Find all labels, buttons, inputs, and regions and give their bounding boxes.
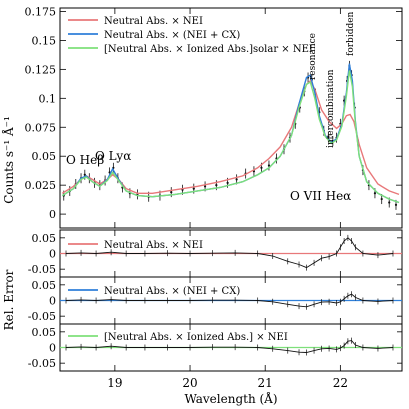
main-ytick-label-1: 0.025	[25, 179, 57, 192]
legend: Neutral Abs. × NEI Neutral Abs. × (NEI +…	[68, 16, 313, 55]
observed-point-23	[235, 178, 238, 181]
annotation-resonance: resonance	[308, 33, 318, 80]
observed-point-39	[327, 135, 330, 138]
xtick-label-1: 20	[182, 376, 197, 390]
observed-point-17	[170, 191, 173, 194]
y-axis-label-main: Counts s⁻¹ Å⁻¹	[1, 116, 16, 204]
residual-content: 0.05 0 -0.05 0.05 0 -0.05 0.05 0 -0.05	[28, 232, 402, 370]
annotation-forbidden: forbidden	[346, 11, 356, 56]
legend-label-ionized: [Neutral Abs. × Ionized Abs.]solar × NEI	[104, 44, 313, 55]
model-curve-2	[61, 70, 400, 204]
res2-ytick-label-1: 0	[49, 342, 56, 355]
main-ytick-label-6: 0.15	[32, 34, 57, 47]
observed-point-52	[380, 197, 383, 201]
main-ytick-label-3: 0.075	[25, 121, 57, 134]
model-curve-1	[61, 63, 400, 204]
observed-point-20	[203, 185, 207, 188]
main-ytick-label-2: 0.05	[32, 150, 57, 163]
annotation-o-lyalpha: O Lyα	[95, 149, 131, 163]
observed-point-54	[394, 203, 398, 206]
observed-point-51	[373, 192, 377, 195]
main-y-ticks: 0 0.025 0.05 0.075 0.1 0.125 0.15 0.175	[25, 5, 402, 221]
res1-ytick-label-2: -0.05	[28, 310, 56, 323]
main-ytick-label-7: 0.175	[25, 5, 57, 18]
observed-point-19	[192, 187, 195, 190]
xtick-label-0: 19	[107, 376, 122, 390]
main-ytick-label-0: 0	[49, 208, 56, 221]
xtick-label-2: 21	[258, 376, 273, 390]
res1-ytick-label-1: 0	[49, 295, 56, 308]
legend-label-cx: Neutral Abs. × (NEI + CX)	[104, 30, 240, 41]
observed-point-4	[83, 173, 86, 176]
observed-point-21	[215, 184, 218, 187]
y-axis-label-residuals: Rel. Error	[2, 269, 16, 330]
main-ytick-label-4: 0.1	[39, 92, 57, 105]
x-axis-ticks: 19 20 21 22	[107, 8, 348, 390]
res2-ytick-label-0: 0.05	[32, 326, 57, 339]
legend-label-nei: Neutral Abs. × NEI	[104, 16, 203, 27]
res0-ytick-label-1: 0	[49, 248, 56, 261]
res1-ytick-label-0: 0.05	[32, 279, 57, 292]
observed-point-27	[267, 164, 271, 167]
xtick-label-3: 22	[333, 376, 348, 390]
residual-label-2: Neutral Abs. × (NEI + CX)	[104, 286, 240, 297]
observed-point-53	[388, 201, 391, 204]
annotation-intercombination: intercombination	[326, 69, 336, 148]
x-axis-label: Wavelength (Å)	[184, 391, 277, 406]
observed-point-26	[260, 166, 263, 169]
model-curve-0	[61, 79, 400, 196]
res0-ytick-label-0: 0.05	[32, 232, 57, 245]
model-curves	[61, 63, 400, 204]
observed-point-22	[226, 181, 229, 184]
residual-label-1: Neutral Abs. × NEI	[104, 240, 203, 251]
res0-ytick-label-2: -0.05	[28, 263, 56, 276]
annotation-o7-healpha: O VII Heα	[290, 189, 351, 203]
res2-ytick-label-2: -0.05	[28, 357, 56, 370]
main-ytick-label-5: 0.125	[25, 63, 57, 76]
residual-label-3: [Neutral Abs. × Ionized Abs.] × NEI	[104, 332, 288, 343]
main-panel-frame	[59, 7, 403, 229]
annotation-o-hebeta: O Heβ	[66, 153, 104, 167]
